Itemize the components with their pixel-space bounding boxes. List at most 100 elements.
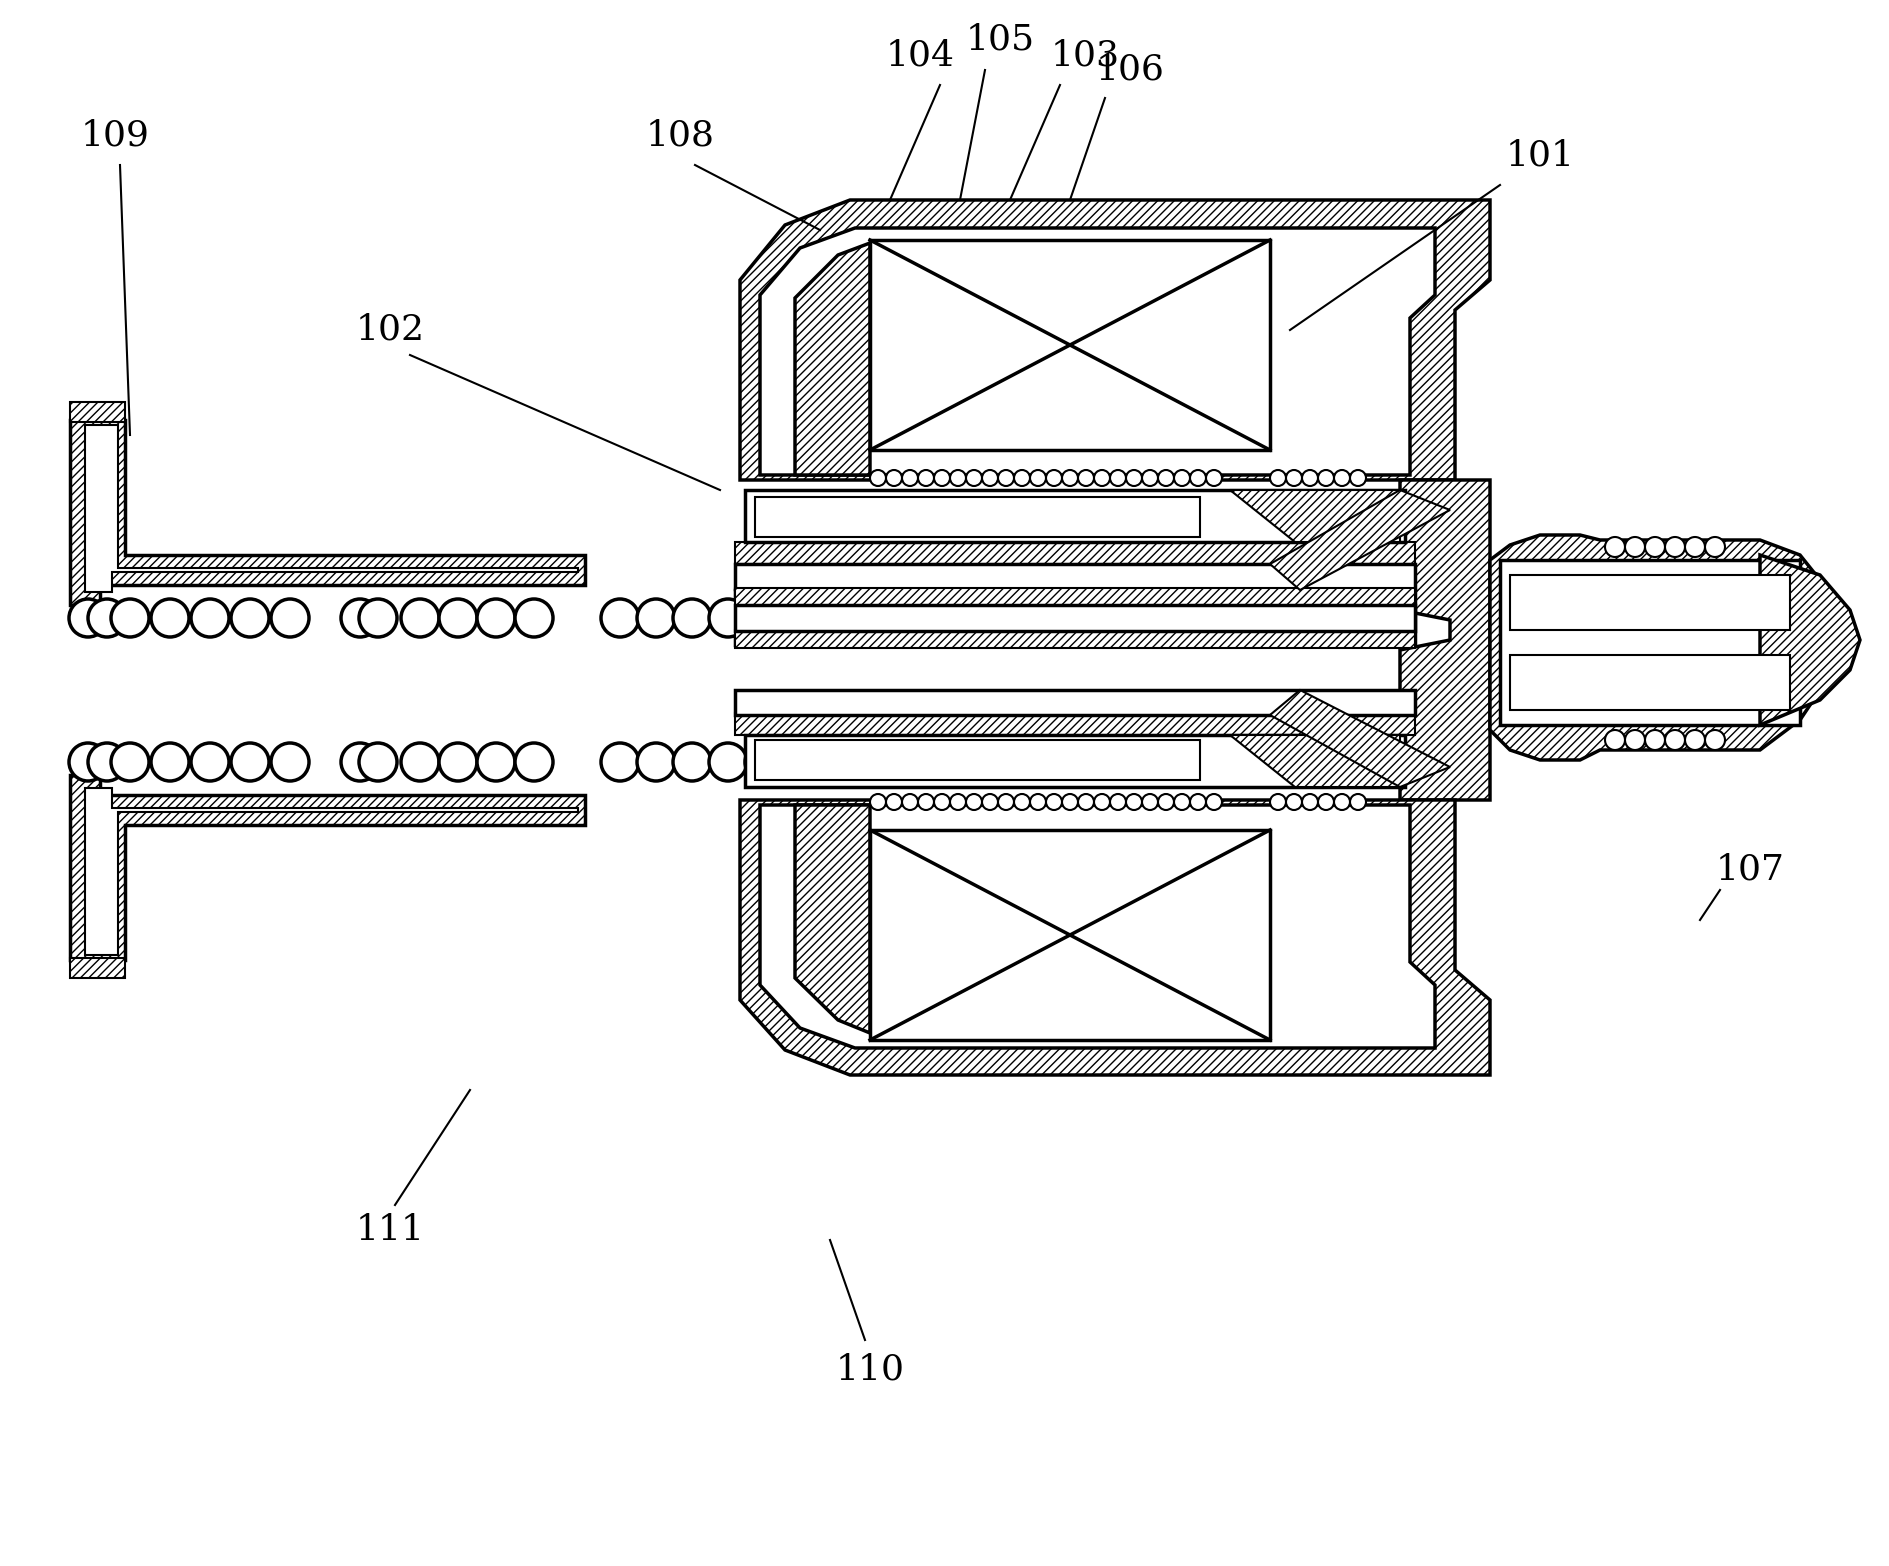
Polygon shape [1269,691,1449,788]
Bar [869,240,1269,449]
Bar [1509,655,1789,709]
Polygon shape [1489,536,1819,760]
Circle shape [230,742,268,781]
Bar [735,713,1415,734]
Circle shape [191,742,229,781]
Circle shape [1045,470,1062,485]
Text: 106: 106 [1096,53,1164,88]
Bar [70,958,125,979]
Bar [735,564,1415,589]
Text: 105: 105 [965,23,1033,56]
Circle shape [1625,730,1643,750]
Circle shape [997,470,1014,485]
Text: 101: 101 [1506,138,1574,172]
Circle shape [111,600,149,637]
Circle shape [1664,537,1685,557]
Circle shape [1045,794,1062,810]
Circle shape [270,600,308,637]
Circle shape [1141,470,1158,485]
Circle shape [191,600,229,637]
Circle shape [89,742,127,781]
Circle shape [1302,794,1317,810]
Polygon shape [740,200,1489,481]
Circle shape [70,600,108,637]
Circle shape [476,600,514,637]
Circle shape [918,794,933,810]
Circle shape [89,600,127,637]
Circle shape [359,742,397,781]
Circle shape [933,470,950,485]
Circle shape [1604,730,1625,750]
Bar [744,490,1404,542]
Bar [1509,575,1789,630]
Polygon shape [795,805,869,1034]
Bar [735,604,1415,631]
Bar [735,630,1415,648]
Polygon shape [1230,490,1400,542]
Circle shape [1173,794,1190,810]
Circle shape [514,600,553,637]
Polygon shape [1400,481,1489,800]
Circle shape [400,742,438,781]
Circle shape [950,794,965,810]
Circle shape [1302,470,1317,485]
Polygon shape [1269,490,1449,590]
Circle shape [1077,470,1094,485]
Polygon shape [1759,554,1859,725]
Circle shape [672,600,710,637]
Circle shape [1334,794,1349,810]
Circle shape [438,600,476,637]
Text: 110: 110 [835,1353,905,1387]
Circle shape [637,742,674,781]
Circle shape [601,742,638,781]
Circle shape [1205,794,1222,810]
Circle shape [1604,537,1625,557]
Circle shape [1014,794,1030,810]
Circle shape [708,742,746,781]
Circle shape [359,600,397,637]
Circle shape [744,600,782,637]
Polygon shape [85,788,578,955]
Circle shape [1349,470,1366,485]
Circle shape [1334,470,1349,485]
Text: 107: 107 [1715,853,1783,886]
Polygon shape [740,800,1489,1074]
Bar [735,691,1415,716]
Bar [735,587,1415,606]
Circle shape [1077,794,1094,810]
Circle shape [869,470,886,485]
Circle shape [151,742,189,781]
Polygon shape [70,775,586,960]
Circle shape [982,470,997,485]
Circle shape [780,742,818,781]
Circle shape [901,794,918,810]
Circle shape [965,470,982,485]
Circle shape [270,742,308,781]
Circle shape [982,794,997,810]
Circle shape [1685,537,1704,557]
Text: 103: 103 [1050,38,1118,72]
Circle shape [151,600,189,637]
Circle shape [1158,470,1173,485]
Circle shape [111,742,149,781]
Circle shape [601,600,638,637]
Circle shape [886,470,901,485]
Text: 111: 111 [355,1214,425,1247]
Polygon shape [759,229,1434,474]
Bar [754,496,1200,537]
Bar [1500,561,1798,725]
Circle shape [1704,730,1725,750]
Circle shape [1317,470,1334,485]
Circle shape [1030,794,1045,810]
Circle shape [886,794,901,810]
Circle shape [901,470,918,485]
Circle shape [918,470,933,485]
Circle shape [950,470,965,485]
Circle shape [1685,730,1704,750]
Circle shape [400,600,438,637]
Circle shape [438,742,476,781]
Bar [70,402,125,421]
Circle shape [708,600,746,637]
Circle shape [869,794,886,810]
Circle shape [1190,794,1205,810]
